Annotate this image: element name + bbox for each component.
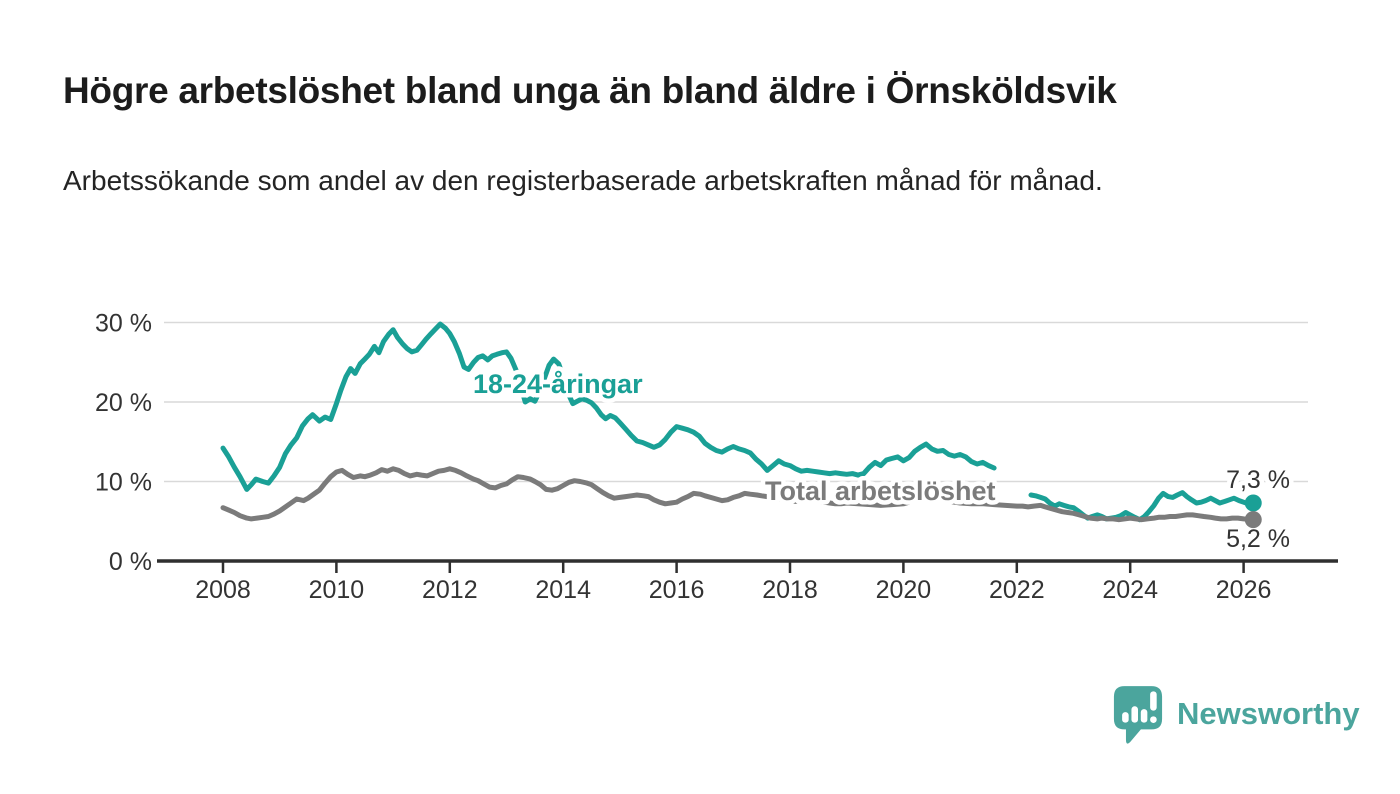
x-tick-label-2012: 2012 — [422, 576, 478, 604]
page-title: Högre arbetslöshet bland unga än bland ä… — [63, 70, 1117, 111]
series-label-total-arbetsloshet: Total arbetslöshet — [765, 476, 996, 506]
series-line-total-arbetsloshet — [220, 466, 1256, 523]
y-tick-label-10: 10 % — [95, 469, 152, 497]
y-tick-label-20: 20 % — [95, 389, 152, 417]
end-value-label-total: 5,2 % — [1226, 525, 1290, 553]
x-tick-label-2014: 2014 — [535, 576, 591, 604]
end-dot-total — [1244, 511, 1262, 529]
series-label-18-24-aringar: 18-24-åringar — [473, 369, 643, 399]
x-axis: 2008 2010 2012 2014 2016 2018 2020 2022 2024 2026 — [157, 559, 1338, 604]
y-tick-label-30: 30 % — [95, 310, 152, 338]
chart-subtitle: Arbetssökande som andel av den registerb… — [63, 165, 1103, 196]
newsworthy-logo: Newsworthy — [1112, 684, 1360, 744]
x-tick-label-2020: 2020 — [876, 576, 932, 604]
y-axis-labels: 0 % 10 % 20 % 30 % — [95, 310, 152, 577]
series-lines — [220, 321, 1256, 523]
newsworthy-logo-text: Newsworthy — [1177, 696, 1360, 731]
x-tick-label-2024: 2024 — [1102, 576, 1158, 604]
newsworthy-bubble-chart-icon — [1113, 686, 1163, 744]
series-labels: 18-24-åringar Total arbetslöshet 7,3 % 5,2 … — [469, 365, 1295, 558]
series-end-dots — [1244, 494, 1262, 529]
series-line-18-24-aringar — [220, 321, 1256, 523]
x-tick-label-2018: 2018 — [762, 576, 818, 604]
end-value-label-young: 7,3 % — [1226, 466, 1290, 494]
x-tick-label-2008: 2008 — [195, 576, 251, 604]
end-dot-young — [1244, 494, 1262, 512]
y-tick-label-0: 0 % — [109, 548, 152, 576]
x-tick-label-2016: 2016 — [649, 576, 705, 604]
x-tick-label-2010: 2010 — [309, 576, 365, 604]
x-tick-label-2026: 2026 — [1216, 576, 1272, 604]
gridlines — [164, 321, 1308, 483]
x-tick-label-2022: 2022 — [989, 576, 1045, 604]
